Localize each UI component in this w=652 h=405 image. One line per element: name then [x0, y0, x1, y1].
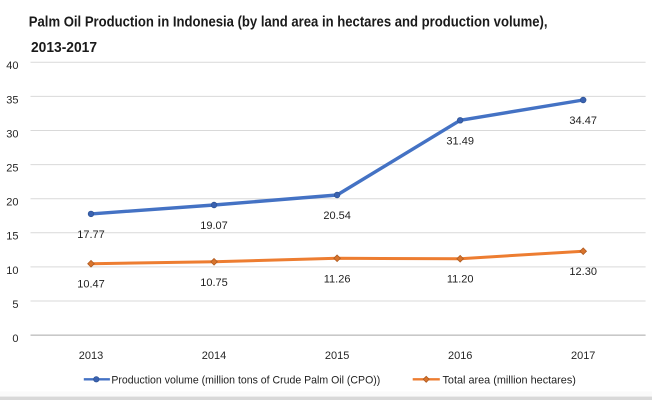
svg-text:31.49: 31.49: [446, 135, 474, 147]
svg-text:34.47: 34.47: [569, 115, 597, 127]
svg-text:10.47: 10.47: [77, 279, 105, 291]
svg-text:40: 40: [6, 60, 18, 72]
svg-text:5: 5: [12, 299, 18, 311]
svg-text:19.07: 19.07: [200, 220, 228, 232]
svg-text:25: 25: [6, 163, 18, 175]
svg-text:2013: 2013: [79, 350, 103, 362]
svg-text:0: 0: [12, 333, 18, 345]
svg-text:20: 20: [6, 197, 18, 209]
svg-text:2017: 2017: [571, 350, 595, 362]
svg-text:10: 10: [6, 265, 18, 277]
svg-text:Palm Oil Production in Indones: Palm Oil Production in Indonesia (by lan…: [29, 13, 548, 30]
svg-text:35: 35: [6, 94, 18, 106]
svg-text:20.54: 20.54: [323, 210, 351, 222]
svg-text:2014: 2014: [202, 350, 226, 362]
svg-text:2015: 2015: [325, 350, 349, 362]
svg-text:11.26: 11.26: [324, 273, 351, 285]
svg-text:Total area (million hectares): Total area (million hectares): [443, 375, 576, 387]
svg-text:2016: 2016: [448, 350, 472, 362]
svg-text:12.30: 12.30: [569, 266, 597, 278]
svg-text:Production volume (million ton: Production volume (million tons of Crude…: [111, 375, 380, 387]
svg-text:30: 30: [6, 128, 18, 140]
svg-text:2013-2017: 2013-2017: [31, 39, 97, 56]
svg-text:11.20: 11.20: [447, 274, 474, 286]
svg-text:15: 15: [6, 231, 18, 243]
svg-text:10.75: 10.75: [200, 277, 228, 289]
svg-text:17.77: 17.77: [77, 229, 105, 241]
